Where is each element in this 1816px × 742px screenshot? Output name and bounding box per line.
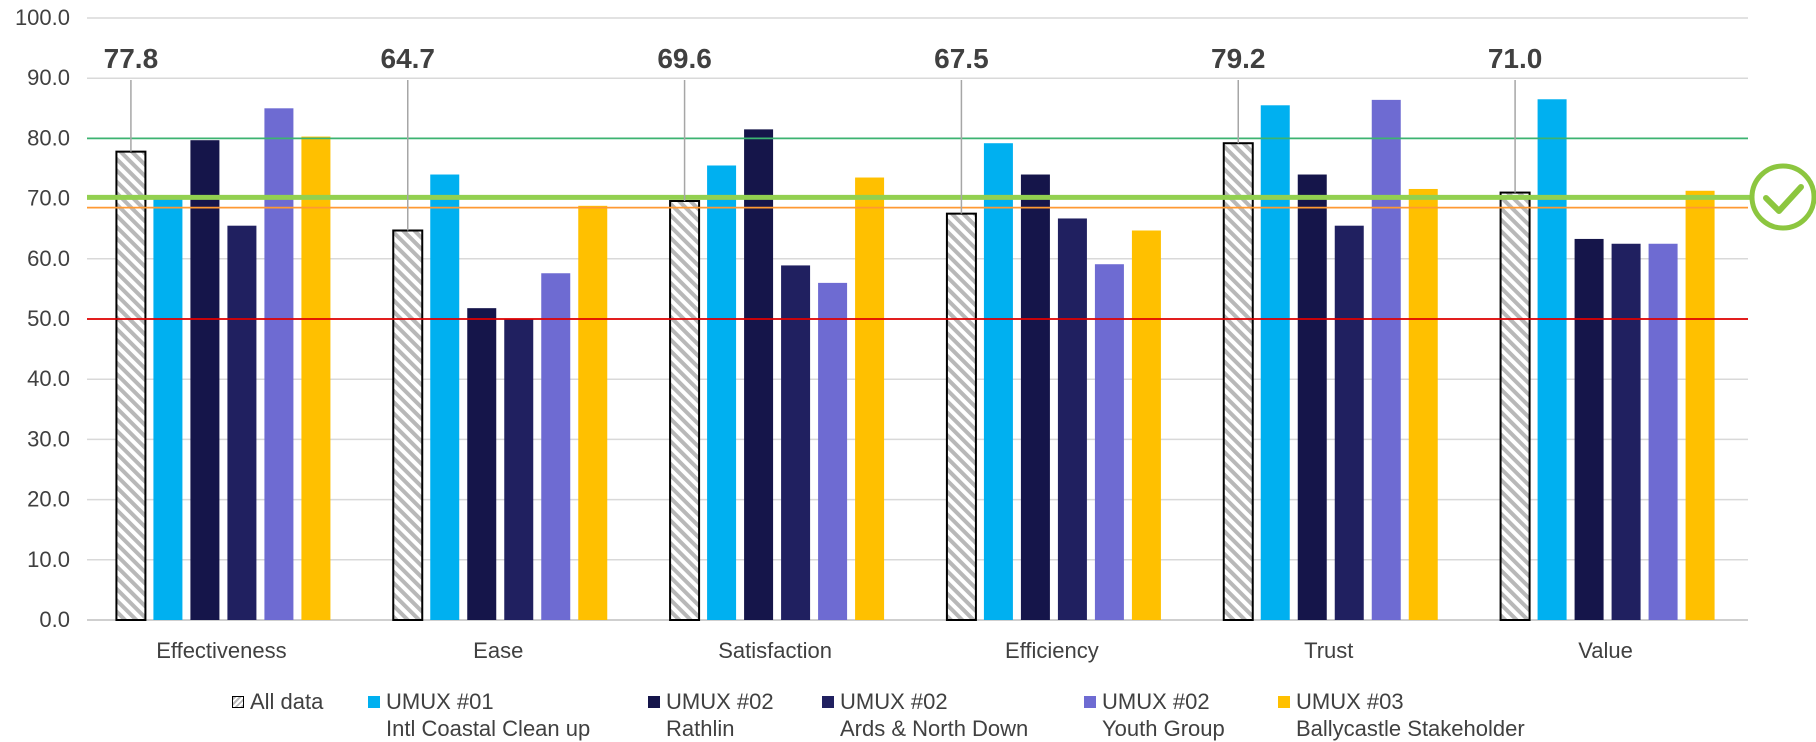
bar	[818, 282, 848, 620]
bar-chart: 0.0 10.0 20.0 30.0 40.0 50.0 60.0 70.0 80.0 90.0 1…	[15, 5, 1816, 663]
bar-all-data	[669, 200, 701, 621]
bar-all-data	[945, 212, 977, 621]
y-tick-label: 0.0	[39, 607, 70, 632]
legend-label: UMUX #02	[666, 689, 774, 714]
bar-all-data	[1222, 142, 1254, 621]
bar	[1131, 230, 1161, 621]
bar	[1057, 218, 1087, 620]
bar	[1648, 243, 1678, 620]
bars	[115, 99, 1715, 622]
y-tick-label: 60.0	[27, 246, 70, 271]
bar	[153, 198, 183, 620]
bar	[1297, 174, 1327, 620]
x-category-label: Value	[1578, 638, 1633, 663]
data-label: 69.6	[657, 43, 712, 74]
bar	[467, 308, 497, 620]
y-tick-label: 10.0	[27, 547, 70, 572]
y-tick-label: 90.0	[27, 65, 70, 90]
bar	[264, 108, 294, 621]
y-tick-label: 20.0	[27, 487, 70, 512]
legend-label: UMUX #01	[386, 689, 494, 714]
legend-swatch	[1278, 696, 1290, 708]
bar	[301, 136, 331, 620]
reference-lines	[87, 137, 1752, 320]
x-category-label: Efficiency	[1005, 638, 1099, 663]
bar	[1371, 99, 1401, 620]
bar	[1408, 188, 1438, 620]
checkmark-circle-icon	[1749, 163, 1816, 231]
data-labels: 77.8 64.7 69.6 67.5 79.2 71.0	[104, 43, 1543, 231]
bar	[1334, 225, 1364, 620]
x-category-label: Ease	[473, 638, 523, 663]
bar	[430, 174, 460, 620]
bar	[504, 319, 534, 620]
legend-swatch	[1084, 696, 1096, 708]
legend-swatch	[822, 696, 834, 708]
bar	[1537, 99, 1567, 620]
legend-swatch	[232, 696, 244, 708]
legend-swatch	[368, 696, 380, 708]
chart-legend: All data UMUX #01 Intl Coastal Clean up UMU…	[0, 688, 1816, 741]
bar	[855, 177, 885, 620]
data-label: 67.5	[934, 43, 989, 74]
x-category-label: Trust	[1304, 638, 1353, 663]
bar	[781, 265, 811, 620]
legend-sublabel: Rathlin	[666, 716, 735, 741]
checkmark-badge	[1749, 163, 1816, 231]
y-axis-ticks: 0.0 10.0 20.0 30.0 40.0 50.0 60.0 70.0 80.0 90.0 1…	[15, 5, 70, 632]
bar-all-data	[1499, 191, 1531, 622]
bar	[578, 205, 608, 620]
x-axis-categories: Effectiveness Ease Satisfaction Efficiency T…	[156, 638, 1633, 663]
bar	[1611, 243, 1641, 620]
bar	[983, 143, 1013, 620]
data-label: 77.8	[104, 43, 159, 74]
bar	[1574, 238, 1604, 620]
x-category-label: Effectiveness	[156, 638, 286, 663]
checkmark-icon	[1763, 184, 1804, 214]
legend-sublabel: Youth Group	[1102, 716, 1225, 741]
data-label: 79.2	[1211, 43, 1266, 74]
legend-label: All data	[250, 689, 324, 714]
data-label: 64.7	[381, 43, 436, 74]
legend-label: UMUX #02	[840, 689, 948, 714]
bar	[541, 273, 571, 620]
legend-sublabel: Ballycastle Stakeholder	[1296, 716, 1525, 741]
y-tick-label: 80.0	[27, 125, 70, 150]
bar	[190, 140, 220, 620]
bar	[1020, 174, 1050, 620]
y-tick-label: 70.0	[27, 186, 70, 211]
legend-label: UMUX #02	[1102, 689, 1210, 714]
data-label: 71.0	[1488, 43, 1543, 74]
bar	[744, 129, 774, 620]
legend-sublabel: Intl Coastal Clean up	[386, 716, 591, 741]
y-tick-label: 40.0	[27, 366, 70, 391]
legend-swatch	[648, 696, 660, 708]
y-tick-label: 100.0	[15, 5, 70, 30]
legend-sublabel: Ards & North Down	[840, 716, 1029, 741]
bar	[227, 225, 257, 620]
bar	[1685, 190, 1715, 621]
x-category-label: Satisfaction	[718, 638, 832, 663]
legend-label: UMUX #03	[1296, 689, 1404, 714]
y-tick-label: 30.0	[27, 426, 70, 451]
bar	[707, 165, 737, 621]
bar	[1260, 105, 1290, 621]
bar-all-data	[392, 229, 424, 621]
y-tick-label: 50.0	[27, 306, 70, 331]
bar-all-data	[115, 150, 147, 621]
bar	[1094, 264, 1124, 620]
